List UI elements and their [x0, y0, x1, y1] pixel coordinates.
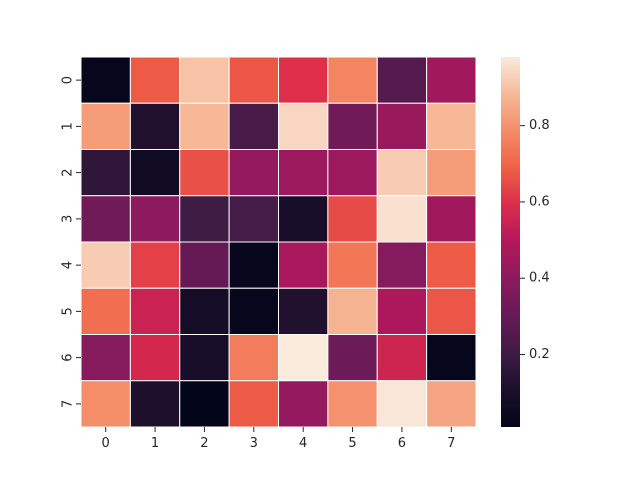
heatmap-cell-r4-c5	[327, 241, 378, 289]
y-axis: 0 1 2 3 4 5 6 7	[61, 76, 81, 408]
heatmap-cell-r1-c2	[179, 102, 230, 150]
y-tick-label: 4	[61, 261, 76, 269]
heatmap-cell-r0-c5	[327, 56, 378, 104]
x-tick-label: 3	[250, 436, 258, 451]
colorbar-tick-label: 0.2	[529, 347, 550, 362]
heatmap-cell-r7-c7	[426, 380, 477, 428]
heatmap-cell-r5-c6	[376, 287, 428, 335]
heatmap-cell-r4-c1	[129, 241, 181, 289]
heatmap-cell-r6-c6	[376, 334, 428, 382]
x-tick-label: 1	[151, 436, 159, 451]
colorbar-tick-label: 0.8	[529, 118, 550, 133]
y-tick-label: 3	[61, 215, 76, 223]
heatmap-cell-r5-c5	[327, 287, 378, 335]
heatmap-cell-r7-c0	[80, 380, 131, 428]
heatmap-cell-r5-c3	[228, 287, 279, 335]
heatmap-cell-r6-c3	[228, 334, 279, 382]
heatmap-cell-r6-c1	[129, 334, 181, 382]
heatmap-cell-r2-c7	[426, 149, 477, 197]
x-tick-label: 7	[447, 436, 455, 451]
heatmap-cell-r2-c0	[80, 149, 131, 197]
heatmap-cell-r0-c6	[376, 56, 428, 104]
heatmap-cell-r1-c3	[228, 102, 279, 150]
heatmap-cell-r3-c1	[129, 195, 181, 243]
heatmap-cell-r6-c5	[327, 334, 378, 382]
heatmap-cell-r0-c7	[426, 56, 477, 104]
heatmap-cell-r4-c7	[426, 241, 477, 289]
x-tick-label: 5	[348, 436, 356, 451]
y-tick-label: 0	[61, 76, 76, 84]
x-tick-label: 0	[102, 436, 110, 451]
colorbar-tick-label: 0.4	[529, 271, 550, 286]
heatmap-cell-r1-c1	[129, 102, 181, 150]
heatmap-cell-r0-c2	[179, 56, 230, 104]
colorbar-axis: 0.2 0.4 0.6 0.8	[520, 118, 550, 362]
colorbar-tick-label: 0.6	[529, 194, 550, 209]
heatmap-cell-r0-c1	[129, 56, 181, 104]
heatmap-cell-r3-c7	[426, 195, 477, 243]
heatmap-cell-r5-c2	[179, 287, 230, 335]
heatmap-cell-r2-c4	[278, 149, 329, 197]
heatmap-cell-r0-c3	[228, 56, 279, 104]
x-tick-label: 2	[200, 436, 208, 451]
heatmap-cell-r7-c4	[278, 380, 329, 428]
heatmap-cell-r3-c6	[376, 195, 428, 243]
y-tick-label: 7	[61, 400, 76, 408]
heatmap-cells	[80, 56, 477, 428]
x-tick-label: 4	[299, 436, 307, 451]
heatmap-cell-r7-c6	[376, 380, 428, 428]
heatmap-cell-r3-c0	[80, 195, 131, 243]
y-tick-label: 2	[61, 168, 76, 176]
heatmap-cell-r5-c7	[426, 287, 477, 335]
heatmap-cell-r2-c5	[327, 149, 378, 197]
heatmap-cell-r6-c0	[80, 334, 131, 382]
heatmap-cell-r4-c3	[228, 241, 279, 289]
heatmap-cell-r2-c1	[129, 149, 181, 197]
colorbar	[501, 57, 520, 427]
heatmap-cell-r0-c0	[80, 56, 131, 104]
heatmap-cell-r2-c3	[228, 149, 279, 197]
heatmap-cell-r0-c4	[278, 56, 329, 104]
y-tick-label: 6	[61, 353, 76, 361]
heatmap-cell-r1-c4	[278, 102, 329, 150]
heatmap-cell-r3-c5	[327, 195, 378, 243]
heatmap-cell-r6-c2	[179, 334, 230, 382]
heatmap-cell-r3-c2	[179, 195, 230, 243]
heatmap-cell-r3-c4	[278, 195, 329, 243]
heatmap-cell-r4-c2	[179, 241, 230, 289]
heatmap-cell-r1-c7	[426, 102, 477, 150]
x-axis: 0 1 2 3 4 5 6 7	[102, 427, 455, 451]
heatmap-cell-r1-c6	[376, 102, 428, 150]
heatmap-cell-r6-c4	[278, 334, 329, 382]
y-tick-label: 5	[61, 307, 76, 315]
heatmap-cell-r7-c2	[179, 380, 230, 428]
heatmap-cell-r5-c1	[129, 287, 181, 335]
heatmap-cell-r5-c0	[80, 287, 131, 335]
heatmap-cell-r6-c7	[426, 334, 477, 382]
heatmap-cell-r4-c0	[80, 241, 131, 289]
y-tick-label: 1	[61, 122, 76, 130]
heatmap-cell-r7-c1	[129, 380, 181, 428]
heatmap-cell-r1-c0	[80, 102, 131, 150]
heatmap-cell-r2-c2	[179, 149, 230, 197]
heatmap-cell-r1-c5	[327, 102, 378, 150]
heatmap-cell-r4-c6	[376, 241, 428, 289]
heatmap-cell-r2-c6	[376, 149, 428, 197]
heatmap-cell-r7-c3	[228, 380, 279, 428]
heatmap-cell-r7-c5	[327, 380, 378, 428]
x-tick-label: 6	[398, 436, 406, 451]
heatmap-cell-r4-c4	[278, 241, 329, 289]
heatmap-cell-r5-c4	[278, 287, 329, 335]
heatmap-cell-r3-c3	[228, 195, 279, 243]
